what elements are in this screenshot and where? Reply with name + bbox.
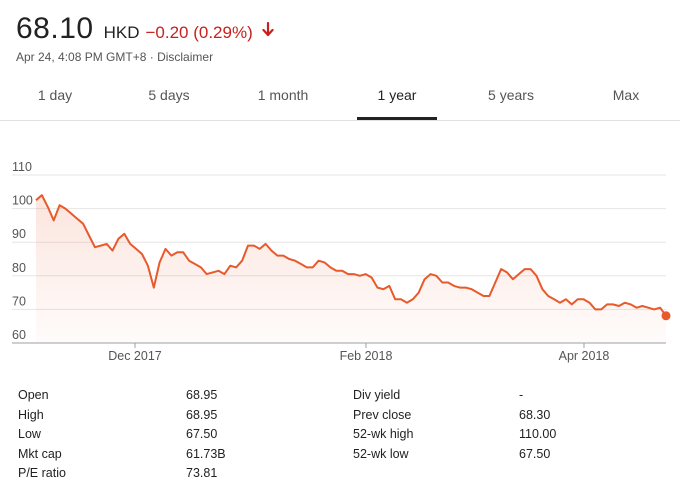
stat-label: Prev close	[353, 407, 412, 422]
stat-value: 73.81	[186, 466, 218, 480]
x-tick-label: Feb 2018	[340, 349, 393, 363]
stat-value: 67.50	[186, 427, 218, 441]
stat-label: Low	[18, 427, 41, 441]
stat-label: 52-wk low	[353, 446, 409, 461]
quote-timestamp: Apr 24, 4:08 PM GMT+8 ·	[16, 50, 158, 64]
price-row: 68.10 HKD −0.20 (0.29%)	[16, 12, 275, 48]
y-tick-label: 80	[12, 261, 26, 275]
tab-1-month[interactable]: 1 month	[257, 87, 309, 103]
tab-1-year[interactable]: 1 year	[377, 87, 417, 103]
stat-label: Div yield	[353, 388, 401, 402]
currency-code: HKD	[103, 23, 140, 42]
tab-5-years[interactable]: 5 years	[488, 87, 534, 103]
quote-subline: Apr 24, 4:08 PM GMT+8 · Disclaimer	[16, 50, 213, 64]
tab-max[interactable]: Max	[612, 87, 640, 103]
stat-value: 67.50	[519, 446, 551, 461]
price-chart[interactable]: 110 100 90 80 70 60 Dec 2017 Feb 2018 Apr 2018	[0, 150, 680, 370]
stat-value: 110.00	[519, 427, 557, 441]
current-price: 68.10	[16, 12, 94, 45]
range-tabs: 1 day 5 days 1 month 1 year 5 years Max	[0, 80, 680, 120]
stat-label: P/E ratio	[18, 466, 66, 480]
stat-value: 68.30	[519, 407, 551, 422]
stat-value: -	[519, 388, 524, 402]
price-area	[36, 195, 666, 343]
stat-label: High	[18, 407, 44, 422]
stat-value: 61.73B	[186, 446, 226, 461]
tabs-divider	[0, 120, 680, 121]
y-tick-label: 60	[12, 328, 26, 342]
active-tab-indicator	[357, 117, 437, 120]
tab-5-days[interactable]: 5 days	[148, 87, 190, 103]
x-tick-label: Dec 2017	[108, 349, 162, 363]
y-tick-label: 90	[12, 227, 26, 241]
x-tick-label: Apr 2018	[559, 349, 610, 363]
y-tick-label: 70	[12, 294, 26, 308]
tab-1-day[interactable]: 1 day	[37, 87, 73, 103]
stat-label: 52-wk high	[353, 427, 414, 441]
price-change: −0.20 (0.29%)	[145, 23, 253, 42]
stat-label: Mkt cap	[18, 446, 62, 461]
price-line	[35, 194, 667, 317]
stat-value: 68.95	[186, 388, 218, 402]
y-tick-label: 100	[12, 194, 33, 208]
arrow-down-icon	[262, 22, 274, 37]
stat-label: Open	[18, 388, 49, 402]
stat-value: 68.95	[186, 407, 218, 422]
y-tick-label: 110	[12, 160, 32, 174]
disclaimer-link[interactable]: Disclaimer	[157, 50, 214, 64]
last-price-marker	[661, 311, 671, 321]
